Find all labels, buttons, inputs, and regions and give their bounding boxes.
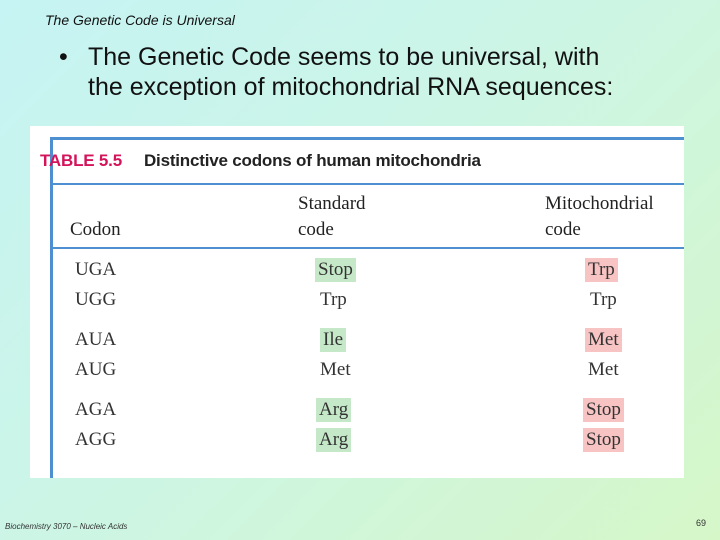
table-number: TABLE 5.5: [40, 151, 122, 170]
header-mitochondrial: Mitochondrial code: [545, 191, 654, 243]
row-6-codon: AGG: [75, 429, 117, 450]
slide-title: The Genetic Code is Universal: [45, 12, 235, 28]
row-5-standard: Arg: [316, 398, 352, 422]
row-2-mito: Trp: [590, 289, 617, 310]
table-frame-left: [50, 137, 53, 478]
row-6-mito: Stop: [583, 428, 624, 452]
header-standard-line2: code: [298, 219, 334, 240]
row-3-mito: Met: [585, 328, 622, 352]
row-1-mito: Trp: [585, 258, 618, 282]
footer-course: Biochemistry 3070 – Nucleic Acids: [5, 522, 128, 531]
table-caption-text: Distinctive codons of human mitochondria: [143, 151, 481, 170]
table-caption: TABLE 5.5 Distinctive codons of human mit…: [40, 151, 481, 171]
page-number: 69: [696, 518, 707, 528]
header-rule-top: [50, 183, 684, 185]
row-2-standard: Trp: [320, 289, 347, 310]
row-5-codon: AGA: [75, 399, 117, 420]
header-mito-line2: code: [545, 219, 581, 240]
row-3-codon: AUA: [75, 329, 117, 350]
row-5-mito: Stop: [583, 398, 624, 422]
header-standard-line1: Standard: [298, 193, 366, 214]
header-standard: Standard code: [298, 191, 366, 243]
row-6-standard: Arg: [316, 428, 352, 452]
table-frame-top: [50, 137, 684, 140]
row-1-standard: Stop: [315, 258, 356, 282]
bullet-line-1: The Genetic Code seems to be universal, …: [88, 43, 600, 71]
header-codon: Codon: [70, 219, 121, 240]
row-4-standard: Met: [320, 359, 351, 380]
row-2-codon: UGG: [75, 289, 117, 310]
row-4-codon: AUG: [75, 359, 117, 380]
row-1-codon: UGA: [75, 259, 117, 280]
row-3-standard: Ile: [320, 328, 347, 352]
codon-table: TABLE 5.5 Distinctive codons of human mit…: [30, 126, 684, 478]
bullet-point: • The Genetic Code seems to be universal…: [59, 42, 702, 102]
header-rule-bottom: [50, 247, 684, 249]
bullet-symbol: •: [59, 43, 68, 71]
row-4-mito: Met: [588, 359, 619, 380]
header-mito-line1: Mitochondrial: [545, 193, 654, 214]
bullet-line-2: the exception of mitochondrial RNA seque…: [88, 73, 614, 101]
